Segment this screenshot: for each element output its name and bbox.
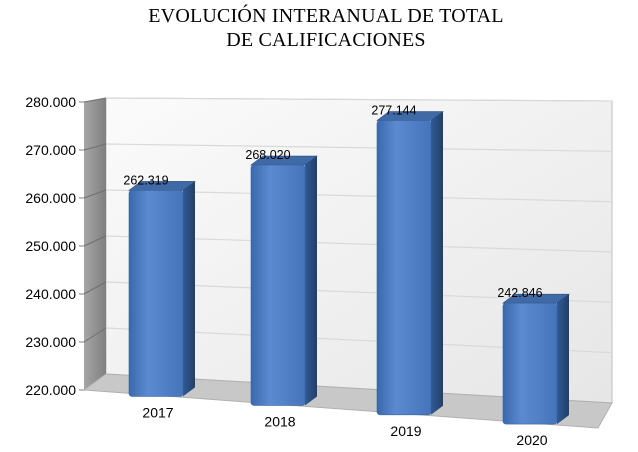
bar-side [557,294,569,425]
floor [82,373,613,429]
x-axis: 2017 2018 2019 2020 [142,404,547,448]
side-gridline [83,97,107,103]
data-label: 242.846 [497,286,542,300]
y-tick-label: 240.000 [25,286,76,302]
y-tick-label: 230.000 [25,334,76,350]
side-gridline [83,281,107,295]
y-axis: 220.000 230.000 240.000 250.000 260.000 270.0… [25,94,84,398]
gridline [105,97,613,102]
bar-2019: 277.144 [371,103,444,416]
x-tick-label: 2020 [516,432,547,448]
y-tick-label: 260.000 [25,190,76,206]
side-gridline [83,189,107,199]
side-gridline [83,327,107,343]
side-wall [84,98,106,390]
gridline [105,143,613,152]
y-tick-label: 270.000 [25,142,76,158]
bar-front [128,190,184,397]
data-label: 268.020 [245,148,290,162]
bar-side [183,181,195,397]
bar-2017: 262.319 [123,173,196,397]
x-tick-label: 2019 [390,423,421,439]
x-tick-label: 2017 [142,404,173,420]
side-gridline [83,235,107,247]
y-tick-label: 220.000 [25,382,76,398]
bar-2018: 268.020 [245,148,318,406]
bar-front [376,120,432,416]
data-label: 262.319 [123,173,168,187]
data-label: 277.144 [371,103,416,117]
bar-side [431,111,443,415]
bar-2020: 242.846 [497,286,570,425]
y-tick-label: 250.000 [25,238,76,254]
chart-title-line-2: DE CALIFICACIONES [226,29,426,51]
chart-title-line-1: EVOLUCIÓN INTERANUAL DE TOTAL [148,5,504,27]
x-tick-label: 2018 [264,413,295,429]
bars: 262.319 268.020 277.144 242.846 [123,103,570,425]
y-tick-label: 280.000 [25,94,76,110]
bar-side [305,156,317,406]
chart-title: EVOLUCIÓN INTERANUAL DE TOTAL DE CALIFIC… [0,4,638,52]
bar-front [250,164,306,406]
bar-front [502,302,558,425]
side-gridline [83,143,107,151]
